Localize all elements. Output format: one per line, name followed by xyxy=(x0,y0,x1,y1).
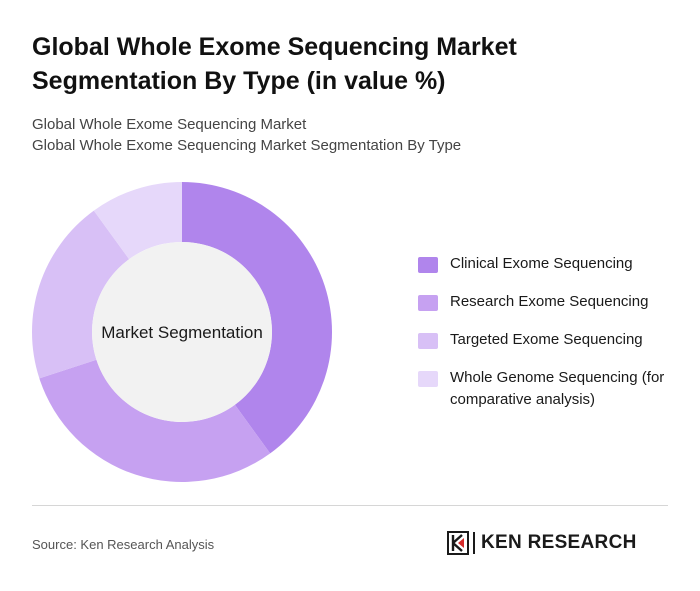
legend-swatch-1 xyxy=(418,257,438,273)
legend-item-3: Targeted Exome Sequencing xyxy=(418,329,688,351)
chart-title: Global Whole Exome Sequencing Market Seg… xyxy=(32,33,517,95)
source-note: Source: Ken Research Analysis xyxy=(32,537,215,552)
donut-slice-1 xyxy=(182,182,332,454)
donut-slice-3 xyxy=(31,210,130,379)
donut-hole xyxy=(92,242,272,422)
subtitle-line-1: Global Whole Exome Sequencing Market xyxy=(32,116,307,133)
logo-text: KEN RESEARCH xyxy=(481,532,637,553)
legend-label-3: Targeted Exome Sequencing xyxy=(450,331,643,348)
legend-swatch-3 xyxy=(418,333,438,349)
legend-item-2: Research Exome Sequencing xyxy=(418,291,688,313)
subtitle-line-2: Global Whole Exome Sequencing Market Seg… xyxy=(32,137,462,154)
legend-swatch-4 xyxy=(418,371,438,387)
legend-label-4: Whole Genome Sequencing (for comparative… xyxy=(450,369,665,408)
chart-legend: Clinical Exome Sequencing Research Exome … xyxy=(418,253,688,427)
chart-subtitle: Global Whole Exome Sequencing Market Glo… xyxy=(32,114,672,156)
ken-research-logo: KEN RESEARCH xyxy=(447,530,637,556)
footer-divider xyxy=(32,505,668,506)
legend-item-1: Clinical Exome Sequencing xyxy=(418,253,688,275)
legend-label-2: Research Exome Sequencing xyxy=(450,293,649,310)
donut-center-label: Market Segmentation xyxy=(101,323,263,342)
legend-label-1: Clinical Exome Sequencing xyxy=(450,255,633,272)
ken-research-logo-icon xyxy=(447,531,469,555)
donut-slice-2 xyxy=(39,359,271,483)
donut-chart: Market Segmentation xyxy=(31,182,332,483)
legend-item-4: Whole Genome Sequencing (for comparative… xyxy=(418,367,688,411)
legend-swatch-2 xyxy=(418,295,438,311)
donut-slice-4 xyxy=(93,182,182,260)
logo-separator xyxy=(473,532,475,554)
